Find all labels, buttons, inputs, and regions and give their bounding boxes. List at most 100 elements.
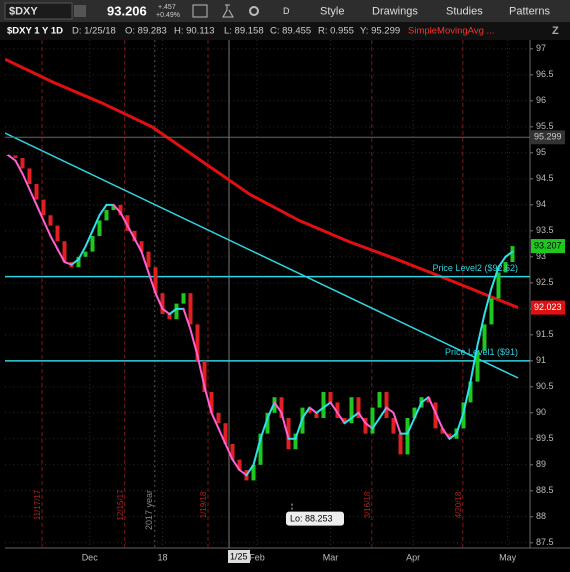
last-price-label: 93.207 [534,240,562,250]
symbol-dropdown[interactable] [74,5,86,17]
candle [223,423,228,445]
year-label: 2017 year [144,490,154,530]
candle [195,324,200,361]
sma-short [378,406,388,420]
sma-short [301,406,311,420]
candle [132,230,137,242]
candle [286,418,291,450]
sma-short [462,380,472,414]
sma-long [5,57,519,310]
toolbar-button[interactable]: Style [320,5,344,17]
info-high: H: 90.113 [174,26,215,37]
candle [475,350,480,382]
candle [489,298,494,325]
candle [328,392,333,403]
candle [34,184,39,200]
share-icon[interactable] [192,4,208,18]
y-tick-label: 93 [536,251,546,261]
sma-short [133,237,143,253]
sma-short [189,328,199,357]
sma-short [161,307,171,316]
symbol-input[interactable] [4,2,73,20]
candle [363,418,368,434]
candle [468,381,473,403]
sma-short [434,411,444,430]
candle [146,251,151,268]
zoom-icon[interactable]: Z [552,25,559,37]
candle [384,392,389,419]
candle [265,412,270,434]
y-tick-label: 93.5 [536,225,554,235]
candle [433,402,438,429]
candle [62,241,67,263]
sma-short [217,427,227,446]
candle [48,215,53,226]
sma-short [294,417,304,440]
x-tick-label: Dec [82,552,99,562]
sma-short [420,396,430,404]
settings-icon[interactable] [249,6,259,16]
candle [181,293,186,304]
toolbar-button[interactable]: Studies [446,5,483,17]
sma-last-box [531,300,565,315]
sma-short [343,417,353,425]
sma-short [231,458,241,472]
candle [356,397,361,419]
candle [97,220,102,237]
sma-short [413,401,423,420]
y-tick-label: 97 [536,43,546,53]
candle [426,397,431,403]
sma-short [112,203,122,214]
candle [160,293,165,315]
candle [251,464,256,481]
price-level-label: Price Level1 ($91) [445,347,518,357]
toolbar-button[interactable]: Drawings [372,5,418,17]
sma-short [441,427,451,440]
candle [391,418,396,434]
candle [216,412,221,424]
candle [440,428,445,434]
toolbar-button[interactable]: Patterns [509,5,550,17]
candle [27,168,32,185]
last-price-box [531,239,565,254]
aggregation[interactable]: D [283,6,290,16]
candle [111,204,116,211]
sma-short [63,261,73,266]
sma-short [329,401,339,414]
sma-short [98,203,108,217]
candle [447,433,452,439]
sma-short [455,411,465,435]
sma-short [364,422,374,430]
event-label: 11/17/17 [33,489,42,520]
sma-short [448,432,458,440]
sma-short [252,437,262,466]
sma-short [140,250,150,274]
prior-close-label: 95.299 [534,132,562,142]
sma-short [406,417,416,435]
candle [167,314,172,320]
toolbar [0,0,570,22]
sma-short [196,354,206,388]
sma-short [483,287,493,316]
y-tick-label: 91 [536,355,546,365]
sma-short [497,255,507,269]
y-tick-label: 94.5 [536,173,554,183]
sma-short [259,417,269,440]
sma-short [28,188,38,206]
sma-short [84,229,94,248]
candle [76,256,81,268]
sma-short [469,344,479,383]
sma-short [21,172,31,191]
info-date: D: 1/25/18 [72,26,116,37]
x-tick-label: 18 [157,552,167,562]
candle [118,204,123,216]
candle [405,418,410,455]
y-tick-label: 90.5 [536,381,554,391]
sma-short [371,417,381,430]
sma-short [385,406,395,414]
flask-icon[interactable] [222,4,234,18]
candle [83,251,88,257]
candle [335,402,340,419]
candle [209,392,214,413]
